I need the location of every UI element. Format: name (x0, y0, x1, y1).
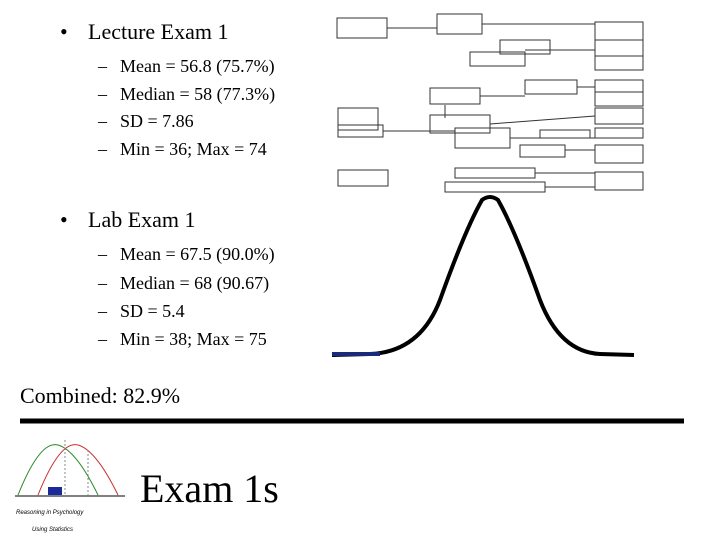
logo-line2: Using Statistics (32, 527, 73, 533)
stat-item: Mean = 67.5 (90.0%) (120, 244, 275, 265)
stat-item: Min = 38; Max = 75 (120, 329, 267, 349)
dash: – (97, 56, 108, 76)
logo (15, 440, 125, 497)
dash: – (97, 273, 108, 293)
bullet: • (60, 207, 68, 232)
stat-item: SD = 7.86 (120, 111, 194, 131)
bullet: • (60, 19, 68, 44)
dash: – (97, 244, 108, 264)
flowchart (336, 13, 644, 193)
section-title: Lab Exam 1 (88, 207, 196, 232)
bell-curve (331, 195, 635, 357)
logo-line1: Reasoning in Psychology (16, 510, 84, 516)
footer-title: Exam 1s (140, 466, 279, 511)
dash: – (97, 84, 108, 104)
dash: – (97, 329, 108, 349)
dash: – (97, 301, 108, 321)
dash: – (97, 111, 108, 131)
section-title: Lecture Exam 1 (88, 19, 229, 44)
stat-item: Median = 58 (77.3%) (120, 84, 275, 105)
stat-item: Median = 68 (90.67) (120, 273, 269, 294)
stat-item: SD = 5.4 (120, 301, 185, 321)
combined: Combined: 82.9% (20, 383, 180, 408)
stat-item: Mean = 56.8 (75.7%) (120, 56, 275, 77)
dash: – (97, 139, 108, 159)
stat-item: Min = 36; Max = 74 (120, 139, 267, 159)
